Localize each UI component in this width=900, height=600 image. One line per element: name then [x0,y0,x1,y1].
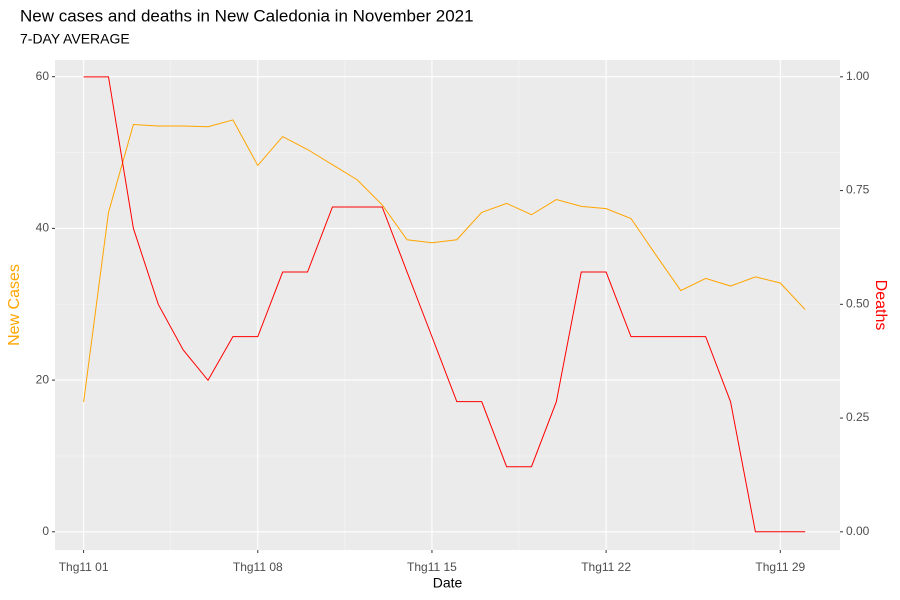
y-tick-label: 60 [36,69,50,83]
y2-tick-label: 0.25 [846,410,870,424]
plot-panel [55,60,840,550]
y-tick-label: 20 [36,372,50,386]
chart-subtitle: 7-DAY AVERAGE [20,31,130,47]
y-tick-label: 0 [42,524,49,538]
y2-tick-label: 0.00 [846,524,870,538]
x-axis-title: Date [433,575,463,591]
y2-tick-label: 1.00 [846,69,870,83]
x-tick-label: Thg11 01 [59,560,109,574]
x-tick-label: Thg11 08 [233,560,283,574]
y2-tick-label: 0.50 [846,296,870,310]
y2-tick-label: 0.75 [846,183,870,197]
y-tick-label: 40 [36,221,50,235]
line-series [83,119,806,403]
x-tick-label: Thg11 29 [755,560,805,574]
y-axis-title: New Cases [6,264,23,346]
x-tick-label: Thg11 22 [581,560,631,574]
y2-axis-title: Deaths [872,280,889,331]
x-tick-label: Thg11 15 [407,560,457,574]
chart-title: New cases and deaths in New Caledonia in… [20,6,474,25]
line-series [83,76,806,533]
